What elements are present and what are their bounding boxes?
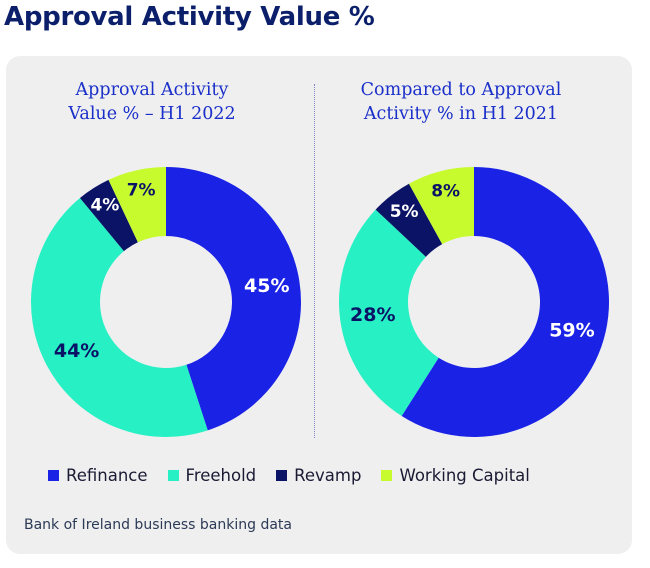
chart-title-line: Activity % in H1 2021 [363,104,559,124]
chart-title-h1-2021: Compared to Approval Activity % in H1 20… [321,78,601,126]
data-label-refinance: 45% [244,275,289,297]
data-label-revamp: 5% [390,202,419,222]
donut-slice-revamp [375,183,443,257]
legend-swatch [167,470,179,481]
legend-swatch [48,470,59,481]
donut-slice-freehold [339,209,439,416]
page-title: Approval Activity Value % [4,2,375,32]
chart-title-line: Approval Activity [75,80,229,100]
chart-divider [314,84,315,438]
data-label-revamp: 4% [90,196,119,216]
legend-label: Freehold [185,466,257,485]
donut-slice-working-capital [408,167,474,245]
data-label-freehold: 28% [350,304,395,326]
chart-title-h1-2022: Approval Activity Value % – H1 2022 [12,78,292,126]
chart-card: Approval Activity Value % – H1 2022 Comp… [6,56,632,554]
data-label-freehold: 44% [54,340,99,362]
data-label-working-capital: 8% [431,182,460,202]
legend-swatch [381,470,393,481]
legend-item-working-capital: Working Capital [381,466,530,485]
legend-item-revamp: Revamp [276,466,361,485]
donut-slice-freehold [31,197,208,437]
donut-chart-h1-2021: 59% 28% 5% 8% [339,167,609,437]
donut-slice-refinance [401,167,609,437]
source-note: Bank of Ireland business banking data [24,517,292,533]
legend-swatch [276,470,288,481]
legend-label: Working Capital [399,466,530,485]
chart-title-line: Compared to Approval [360,80,562,100]
legend-label: Refinance [66,466,148,485]
chart-title-line: Value % – H1 2022 [68,104,236,124]
data-label-working-capital: 7% [127,181,156,201]
data-label-refinance: 59% [549,319,594,341]
legend-label: Revamp [294,466,362,485]
chart-legend: Refinance Freehold Revamp Working Capita… [48,466,550,485]
legend-item-freehold: Freehold [167,466,257,485]
donut-chart-h1-2022: 45% 44% 4% 7% [31,167,301,437]
donut-slice-revamp [79,179,138,252]
donut-slice-refinance [166,167,301,431]
donut-slice-working-capital [108,167,166,243]
legend-item-refinance: Refinance [48,466,148,485]
